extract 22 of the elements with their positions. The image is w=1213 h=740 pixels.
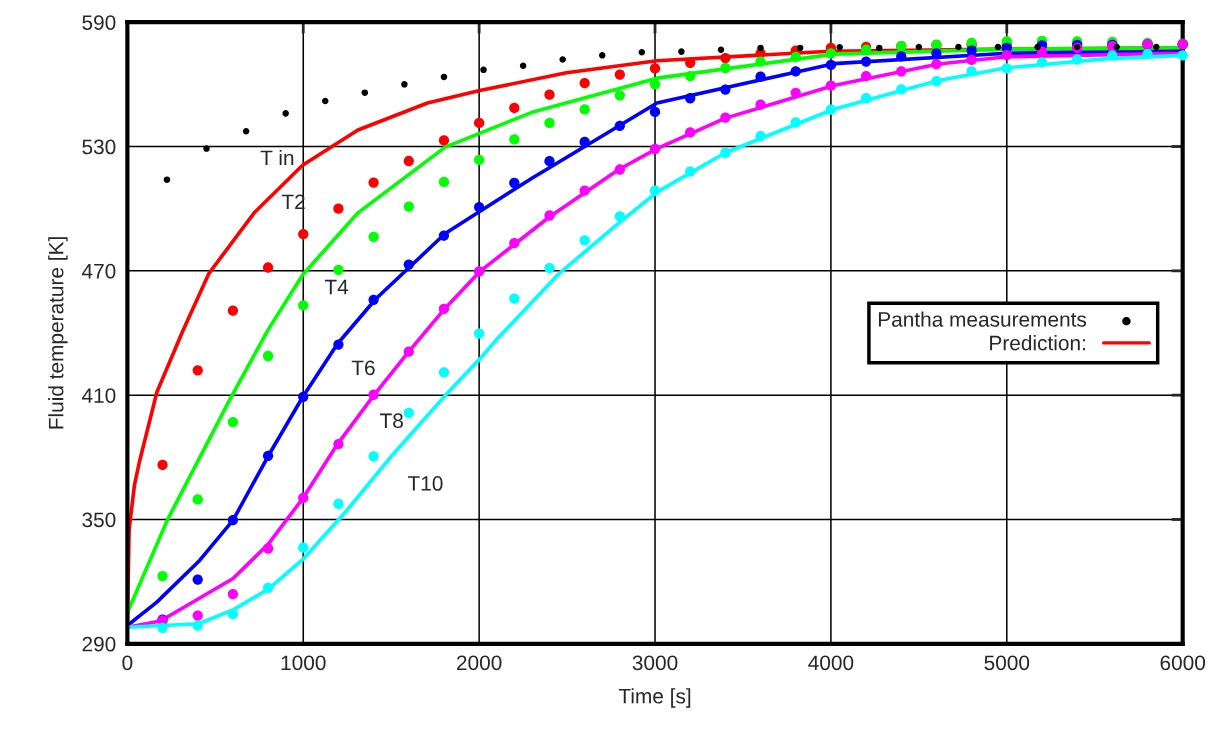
legend-label: Prediction: xyxy=(990,335,1085,351)
y-tick-label: 530 xyxy=(82,139,116,155)
y-tick-label: 290 xyxy=(82,636,116,652)
x-tick-label: 5000 xyxy=(984,655,1030,671)
annotation: T10 xyxy=(407,476,443,491)
x-tick-label: 3000 xyxy=(632,655,678,671)
legend-label: Pantha measurements xyxy=(878,311,1087,327)
x-tick-label: 6000 xyxy=(1160,655,1206,671)
y-tick-label: 350 xyxy=(82,512,116,528)
annotation: T in xyxy=(260,149,294,166)
y-tick-label: 470 xyxy=(81,263,116,279)
y-tick-label: 410 xyxy=(81,388,116,403)
x-tick-label: 4000 xyxy=(808,655,854,671)
x-tick-label: 1000 xyxy=(281,655,326,671)
x-tick-label: 2000 xyxy=(457,655,502,671)
annotation: T6 xyxy=(351,360,375,376)
y-axis-title: Fluid temperature [K] xyxy=(48,237,68,429)
x-axis-title: Time [s] xyxy=(618,688,691,708)
annotation: T4 xyxy=(324,279,349,295)
annotation: T8 xyxy=(379,413,403,429)
y-tick-label: 590 xyxy=(82,15,116,30)
x-tick-label: 0 xyxy=(122,655,133,671)
